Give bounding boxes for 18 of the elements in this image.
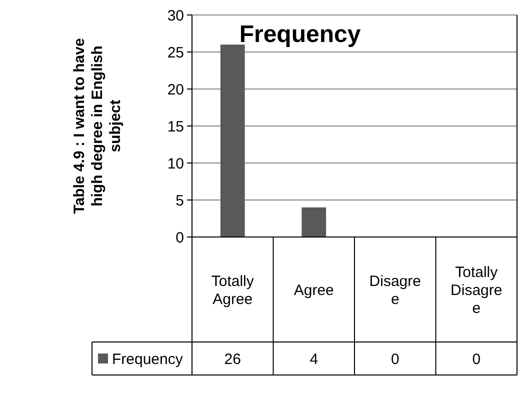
- y-tick-label: 25: [167, 44, 184, 62]
- x-tick-label: Agree: [294, 282, 334, 299]
- legend-label: Frequency: [112, 350, 184, 368]
- x-tick-label: Totally Agree: [211, 272, 254, 308]
- y-tick-label: 15: [167, 118, 184, 136]
- x-tick-label: Disagree: [369, 272, 421, 308]
- y-tick-label: 10: [167, 155, 184, 172]
- y-tick-label: 5: [176, 192, 184, 210]
- data-label: 0: [390, 350, 400, 368]
- y-tick-label: 30: [167, 7, 184, 24]
- chart-title: Frequency: [239, 21, 362, 48]
- x-tick-label: Totally Disagree: [450, 264, 502, 317]
- y-axis-title: Table 4.9 : I want to have high degree in English subject: [71, 38, 124, 214]
- data-label: 0: [472, 350, 481, 368]
- data-label: 4: [310, 350, 318, 368]
- y-tick-label: 20: [167, 81, 184, 98]
- data-label: 26: [224, 350, 241, 368]
- y-tick-label: 0: [176, 229, 184, 246]
